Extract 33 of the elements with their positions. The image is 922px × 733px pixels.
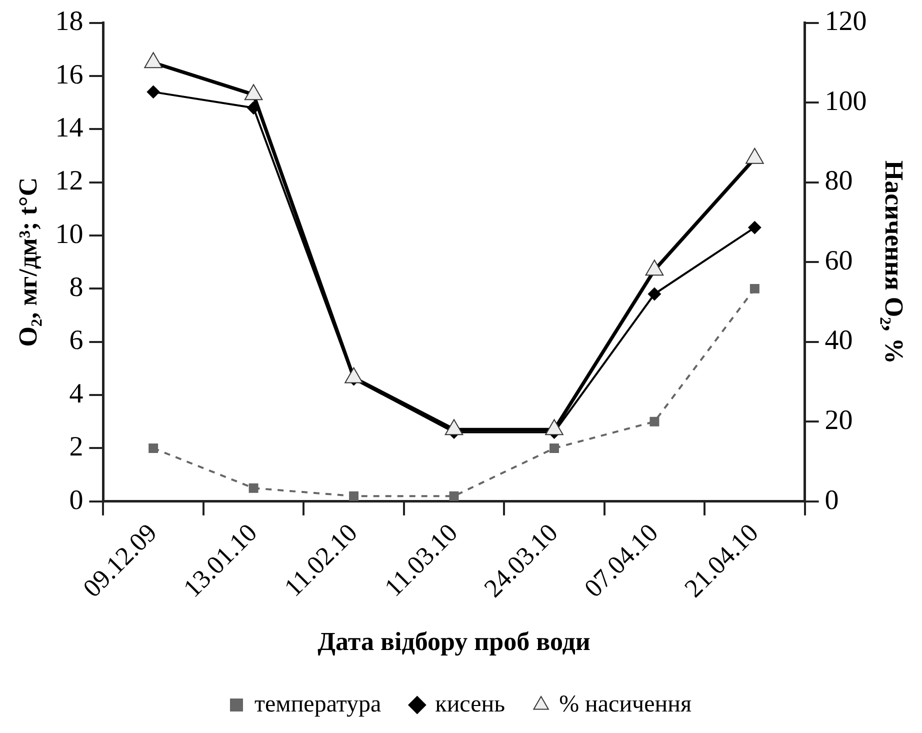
y2-tick-label: 100 <box>824 86 867 117</box>
x-axis-title: Дата відбору проб води <box>318 627 590 656</box>
legend-label: температура <box>254 691 382 718</box>
y-axis-title: O₂, мг/дм³; t°C <box>13 177 42 347</box>
y-tick-label: 8 <box>69 272 84 304</box>
point <box>148 443 158 453</box>
point <box>449 491 459 501</box>
point <box>549 443 559 453</box>
point <box>146 85 160 98</box>
legend-label: кисень <box>435 691 506 718</box>
y2-tick-label: 120 <box>824 6 867 38</box>
y-tick-label: 16 <box>55 59 84 90</box>
y-tick-label: 12 <box>55 166 84 197</box>
point <box>248 483 258 493</box>
point <box>750 284 760 294</box>
y-tick-label: 6 <box>69 325 84 356</box>
y2-axis-title: Насичення O₂, % <box>880 160 909 364</box>
point <box>650 416 660 426</box>
point <box>648 288 661 300</box>
y-tick-label: 18 <box>55 6 84 38</box>
y2-tick-label: 40 <box>824 325 853 356</box>
y-tick-label: 0 <box>69 484 84 516</box>
y-tick-label: 4 <box>69 378 84 410</box>
y2-tick-label: 80 <box>824 166 853 197</box>
y-tick-label: 10 <box>55 218 84 250</box>
legend-label: % насичення <box>559 691 692 718</box>
y-tick-label: 14 <box>55 112 84 144</box>
point <box>349 491 359 501</box>
point <box>748 221 762 234</box>
y2-tick-label: 60 <box>824 245 853 276</box>
y2-tick-label: 0 <box>824 484 839 516</box>
y-tick-label: 2 <box>69 432 84 463</box>
y2-tick-label: 20 <box>824 404 853 436</box>
